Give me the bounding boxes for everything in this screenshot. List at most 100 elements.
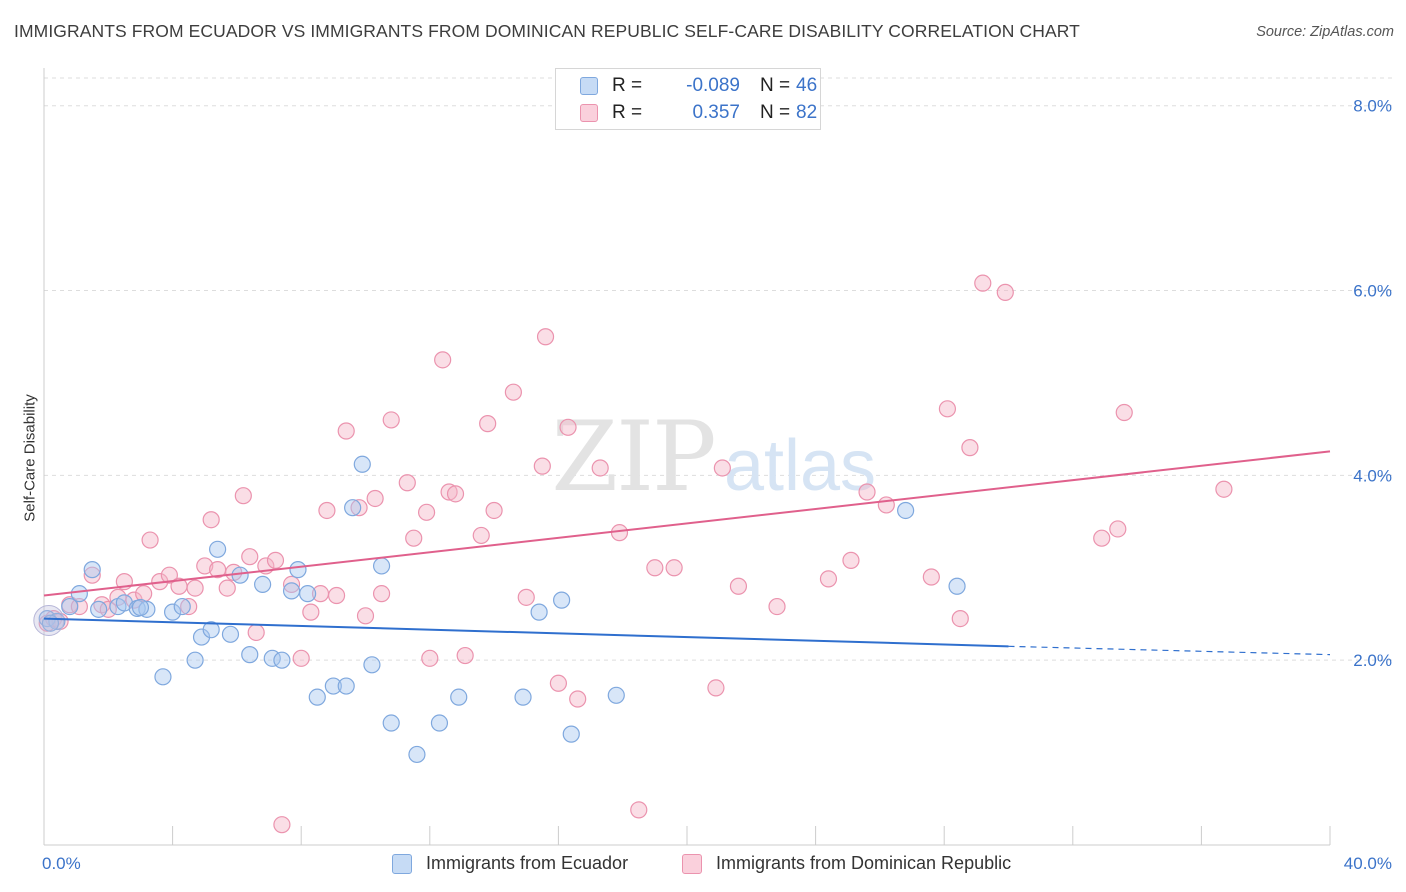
- dominican-point: [456, 646, 474, 665]
- dominican-point: [485, 501, 503, 520]
- ecuador-point: [186, 651, 204, 669]
- source-credit: Source: ZipAtlas.com: [1256, 24, 1394, 40]
- x-tick-label: 40.0%: [1344, 854, 1392, 873]
- dominican-point: [292, 649, 310, 667]
- legend-label-dominican: Immigrants from Dominican Republic: [716, 853, 1012, 873]
- ecuador-point: [408, 745, 426, 764]
- dominican-point: [1109, 520, 1127, 538]
- x-tick-label: 0.0%: [42, 854, 81, 873]
- legend-swatch-ecuador: [392, 854, 412, 874]
- dominican-point: [446, 485, 465, 503]
- ecuador-point: [553, 591, 571, 609]
- legend-r-value: 0.357: [692, 102, 740, 123]
- ecuador-point: [209, 540, 227, 558]
- ecuador-point: [514, 688, 532, 706]
- dominican-point: [218, 579, 236, 597]
- ecuador-point: [282, 582, 301, 600]
- ecuador-point: [83, 561, 101, 579]
- ecuador-point: [382, 714, 400, 732]
- ecuador-point: [607, 686, 625, 704]
- dominican-point: [417, 503, 436, 521]
- dominican-point: [569, 690, 587, 708]
- ecuador-trend-line: [43, 617, 1009, 648]
- ecuador-point: [115, 594, 133, 612]
- dominican-point: [549, 674, 568, 692]
- ecuador-point: [90, 600, 108, 618]
- dominican-point: [707, 679, 725, 697]
- dominican-point: [273, 816, 291, 834]
- ecuador-point: [363, 656, 381, 674]
- legend-swatch-ecuador: [580, 77, 598, 95]
- dominican-point: [266, 551, 285, 569]
- y-tick-label: 4.0%: [1353, 466, 1392, 485]
- dominican-point: [472, 526, 490, 545]
- dominican-point: [819, 570, 838, 588]
- ecuador-point: [138, 600, 156, 618]
- ecuador-point: [353, 455, 371, 473]
- ecuador-point: [48, 612, 66, 630]
- legend-swatch-dominican: [580, 104, 598, 122]
- watermark-zip: ZIP: [551, 401, 714, 513]
- dominican-point: [282, 575, 301, 594]
- dominican-point: [196, 557, 214, 575]
- dominican-point: [366, 489, 384, 508]
- dominican-point: [842, 551, 860, 569]
- dominican-point: [160, 566, 178, 584]
- dominican-point: [1093, 529, 1111, 547]
- dominican-point: [421, 649, 439, 667]
- dominican-point: [99, 600, 117, 618]
- dominican-point: [141, 531, 159, 549]
- legend-label-ecuador: Immigrants from Ecuador: [426, 853, 629, 873]
- dominican-point: [479, 415, 497, 433]
- dominican-point: [382, 411, 400, 429]
- series-ecuador-points: [33, 455, 966, 764]
- y-tick-label: 8.0%: [1353, 97, 1392, 116]
- tick-labels: 2.0% 4.0% 6.0% 8.0% 0.0% 40.0%: [42, 97, 1392, 873]
- dominican-point: [202, 511, 220, 529]
- ecuador-point: [344, 499, 362, 517]
- ecuador-point: [299, 585, 317, 603]
- ecuador-point: [241, 646, 259, 664]
- legend-swatch-dominican: [682, 854, 702, 874]
- dominican-point: [337, 422, 355, 440]
- ecuador-point: [897, 501, 915, 520]
- ecuador-point: [450, 688, 468, 706]
- dominican-point: [665, 559, 683, 577]
- dominican-point: [922, 568, 940, 586]
- legend-r-value: -0.089: [686, 75, 740, 96]
- dominican-point: [1115, 403, 1133, 422]
- dominican-point: [247, 623, 265, 642]
- dominican-point: [536, 328, 555, 346]
- ecuador-point: [164, 603, 182, 621]
- ecuador-point: [254, 575, 272, 594]
- dominican-point: [713, 459, 731, 477]
- dominican-point: [180, 597, 198, 616]
- legend-r-label: R =: [612, 75, 643, 96]
- trend-lines: [43, 450, 1331, 656]
- dominican-point: [398, 474, 416, 492]
- watermark-atlas: atlas: [724, 426, 876, 506]
- series-legend: Immigrants from Ecuador Immigrants from …: [0, 853, 1406, 877]
- ecuador-point: [308, 688, 326, 706]
- ecuador-point: [337, 677, 355, 695]
- ecuador-point: [61, 597, 79, 616]
- dominican-point: [591, 459, 609, 477]
- chart-title: IMMIGRANTS FROM ECUADOR VS IMMIGRANTS FR…: [14, 21, 1080, 41]
- dominican-point: [186, 579, 204, 597]
- ecuador-point: [154, 668, 172, 686]
- dominican-point: [504, 383, 522, 401]
- dominican-point: [241, 548, 259, 566]
- dominican-point: [434, 351, 452, 369]
- y-tick-label: 2.0%: [1353, 651, 1392, 670]
- ecuador-point: [221, 625, 240, 643]
- dominican-point: [951, 609, 969, 628]
- dominican-point: [70, 597, 88, 616]
- dominican-point: [974, 274, 992, 292]
- ecuador-point: [324, 677, 342, 695]
- dominican-point: [646, 559, 664, 577]
- legend-n-label: N =: [760, 102, 791, 123]
- cluster-point: [33, 604, 65, 636]
- dominican-point: [996, 283, 1014, 301]
- dominican-point: [372, 585, 391, 603]
